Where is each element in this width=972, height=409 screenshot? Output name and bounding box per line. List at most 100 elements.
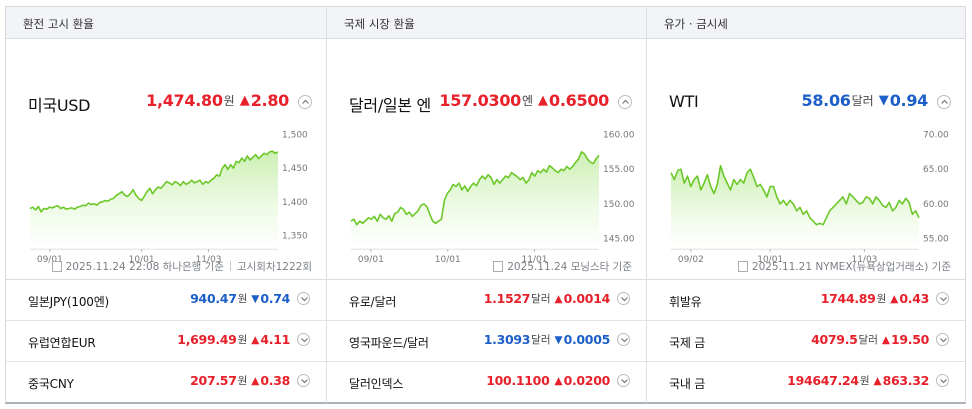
y-tick-label: 60.00	[923, 200, 949, 210]
chevron-down-icon	[621, 297, 628, 302]
change-value: 2.80	[250, 91, 290, 110]
collapse-toggle-button[interactable]	[618, 94, 632, 109]
item-quote: 1,699.49 원 ▲ 4.11	[177, 332, 310, 347]
panel-header: 환전 고시 환율	[6, 7, 326, 39]
chevron-up-icon	[622, 99, 629, 104]
item-change: 0.38	[260, 373, 290, 388]
change-arrow-icon: ▲	[251, 333, 260, 346]
item-name: 휘발유	[669, 295, 702, 309]
list-item[interactable]: 중국CNY 207.57 원 ▲ 0.38	[6, 362, 326, 403]
list-item[interactable]: 일본JPY(100엔) 940.47 원 ▼ 0.74	[6, 280, 326, 321]
item-name: 일본JPY(100엔)	[28, 295, 110, 309]
chevron-down-icon	[940, 338, 947, 343]
source-info: 2025.11.24 22:08 하나은행 기준 고시회차1222회	[51, 259, 312, 274]
rate-chart: 145.00 150.00 155.00 160.00 09/01 10/01 11/01	[350, 130, 635, 265]
expand-toggle-button[interactable]	[617, 292, 630, 305]
price-unit: 원	[223, 94, 235, 108]
x-tick-label: 10/01	[435, 255, 461, 265]
list-item[interactable]: 휘발유 1744.89 원 ▲ 0.43	[647, 280, 965, 321]
x-tick-label: 10/01	[129, 255, 155, 265]
chart-area	[671, 165, 919, 249]
expand-toggle-button[interactable]	[297, 374, 310, 387]
chevron-down-icon	[621, 338, 628, 343]
expand-toggle-button[interactable]	[936, 292, 949, 305]
item-price: 4079.5	[811, 332, 858, 347]
item-name: 달러인덱스	[349, 377, 404, 391]
x-tick-label: 11/03	[851, 255, 877, 265]
list-item[interactable]: 유럽연합EUR 1,699.49 원 ▲ 4.11	[6, 321, 326, 362]
source-name: NYMEX(뉴욕상업거래소) 기준	[815, 261, 951, 273]
item-name: 중국CNY	[28, 377, 74, 391]
document-icon	[737, 261, 748, 272]
change-value: 0.6500	[549, 91, 609, 110]
chart-area	[30, 151, 278, 249]
chevron-down-icon	[301, 338, 308, 343]
item-name: 국내 금	[669, 377, 706, 391]
source-date: 2025.11.21	[751, 261, 813, 273]
change-arrow-icon: ▲	[239, 93, 250, 108]
price-value: 58.06	[801, 91, 851, 110]
item-change: 0.0014	[563, 291, 611, 306]
chevron-down-icon	[621, 379, 628, 384]
panel-title[interactable]: WTI	[669, 92, 699, 111]
list-item[interactable]: 국제 금 4079.5 달러 ▲ 19.50	[647, 321, 965, 362]
item-change: 19.50	[890, 332, 929, 347]
expand-toggle-button[interactable]	[617, 374, 630, 387]
exchange-rate-widget: 환전 고시 환율 미국USD 1,474.80 원 ▲ 2.80 1,350 1,…	[5, 6, 966, 404]
price-unit: 엔	[522, 94, 534, 108]
y-tick-label: 55.00	[923, 235, 949, 245]
rate-chart: 55.00 60.00 65.00 70.00 09/02 10/01 11/03	[670, 130, 949, 265]
item-price: 207.57	[190, 373, 237, 388]
list-item[interactable]: 국내 금 194647.24 원 ▲ 863.32	[647, 362, 965, 403]
price-unit: 달러	[851, 94, 874, 108]
x-tick-label: 09/01	[37, 255, 63, 265]
item-change: 0.43	[899, 291, 929, 306]
list-item[interactable]: 유로/달러 1.1527 달러 ▲ 0.0014	[327, 280, 646, 321]
item-quote: 194647.24 원 ▲ 863.32	[787, 373, 949, 388]
item-name: 국제 금	[669, 336, 706, 350]
x-tick-label: 09/02	[678, 255, 704, 265]
change-arrow-icon: ▼	[878, 93, 889, 108]
item-unit: 원	[859, 375, 870, 387]
collapse-toggle-button[interactable]	[298, 94, 312, 109]
panel-quote: 157.0300 엔 ▲ 0.6500	[439, 91, 632, 110]
expand-toggle-button[interactable]	[297, 333, 310, 346]
panel-title[interactable]: 달러/일본 엔	[349, 96, 431, 115]
item-unit: 달러	[858, 334, 878, 346]
change-arrow-icon: ▼	[251, 292, 260, 305]
panel-oil-gold: 유가 · 금시세 WTI 58.06 달러 ▼ 0.94 55.00 60.00 6…	[646, 7, 965, 403]
x-tick-label: 11/01	[522, 255, 548, 265]
change-arrow-icon: ▲	[873, 374, 882, 387]
item-change: 0.0200	[563, 373, 611, 388]
y-tick-label: 65.00	[923, 165, 949, 175]
item-name: 유럽연합EUR	[28, 336, 96, 350]
chevron-down-icon	[940, 297, 947, 302]
item-change: 863.32	[882, 373, 930, 388]
expand-toggle-button[interactable]	[297, 292, 310, 305]
item-price: 1.3093	[483, 332, 531, 347]
panel-title[interactable]: 미국USD	[28, 96, 91, 115]
item-change: 0.0005	[563, 332, 611, 347]
expand-toggle-button[interactable]	[936, 333, 949, 346]
list-item[interactable]: 달러인덱스 100.1100 ▲ 0.0200	[327, 362, 646, 403]
item-quote: 1744.89 원 ▲ 0.43	[821, 291, 949, 306]
item-quote: 1.1527 달러 ▲ 0.0014	[484, 291, 630, 306]
expand-toggle-button[interactable]	[936, 374, 949, 387]
item-quote: 1.3093 달러 ▼ 0.0005	[484, 332, 630, 347]
y-tick-label: 160.00	[603, 130, 635, 140]
expand-toggle-button[interactable]	[617, 333, 630, 346]
change-arrow-icon: ▲	[538, 93, 549, 108]
y-tick-label: 145.00	[603, 235, 635, 245]
price-value: 157.0300	[439, 91, 521, 110]
document-icon	[51, 261, 62, 272]
panel-quote: 58.06 달러 ▼ 0.94	[801, 91, 951, 110]
chart-area	[351, 151, 599, 249]
y-tick-label: 1,500	[282, 130, 308, 140]
item-name: 영국파운드/달러	[349, 336, 429, 350]
change-arrow-icon: ▲	[890, 292, 899, 305]
item-price: 194647.24	[787, 373, 859, 388]
list-item[interactable]: 영국파운드/달러 1.3093 달러 ▼ 0.0005	[327, 321, 646, 362]
collapse-toggle-button[interactable]	[937, 94, 951, 109]
item-price: 1744.89	[820, 291, 876, 306]
price-value: 1,474.80	[146, 91, 223, 110]
